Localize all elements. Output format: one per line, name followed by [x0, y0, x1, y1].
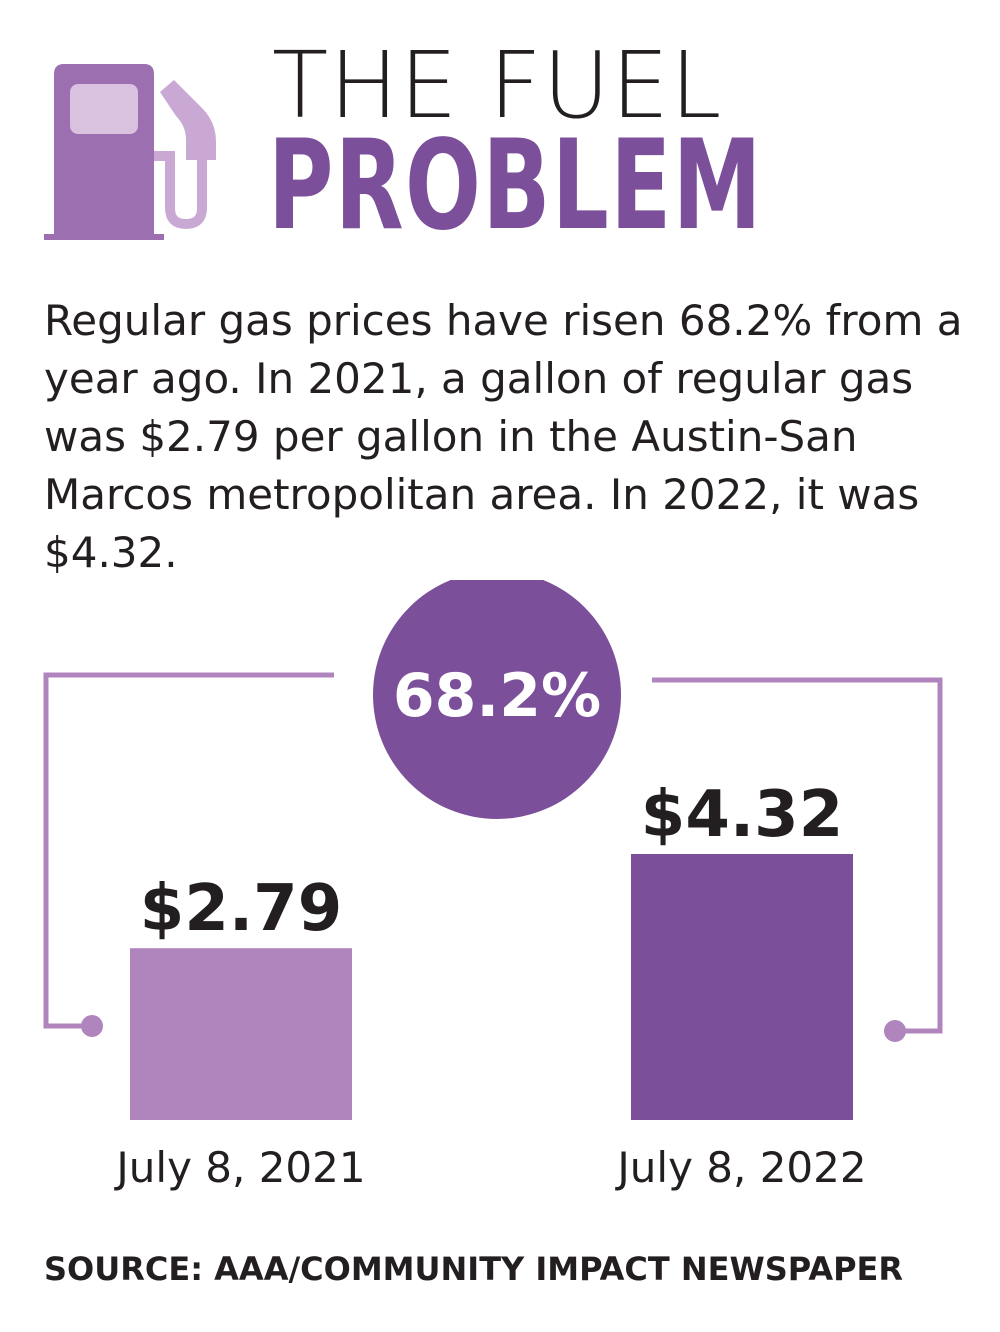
change-label: 68.2% — [393, 661, 601, 731]
bar-value-label-2: $4.32 — [641, 778, 843, 852]
price-chart: 68.2% $2.79 July 8, 2021 $4.32 July 8, 2022 — [43, 580, 943, 1192]
change-circle — [373, 580, 621, 819]
left-bracket-dot — [81, 1015, 103, 1037]
source-note: SOURCE: AAA/COMMUNITY IMPACT NEWSPAPER — [44, 1250, 904, 1288]
right-bracket-dot — [884, 1020, 906, 1042]
description-text: Regular gas prices have risen 68.2% from… — [44, 296, 963, 577]
category-label-2: July 8, 2022 — [614, 1143, 866, 1192]
title-line-2: PROBLEM — [268, 114, 763, 258]
bar-1 — [130, 948, 352, 1120]
gas-pump-icon — [44, 64, 216, 240]
category-label-1: July 8, 2021 — [113, 1143, 365, 1192]
bar-value-label-1: $2.79 — [140, 872, 342, 946]
right-bracket-line — [652, 677, 943, 1034]
left-bracket-line — [43, 672, 334, 1029]
bar-2 — [631, 854, 853, 1120]
title-line-1: THE FUEL — [272, 32, 723, 139]
